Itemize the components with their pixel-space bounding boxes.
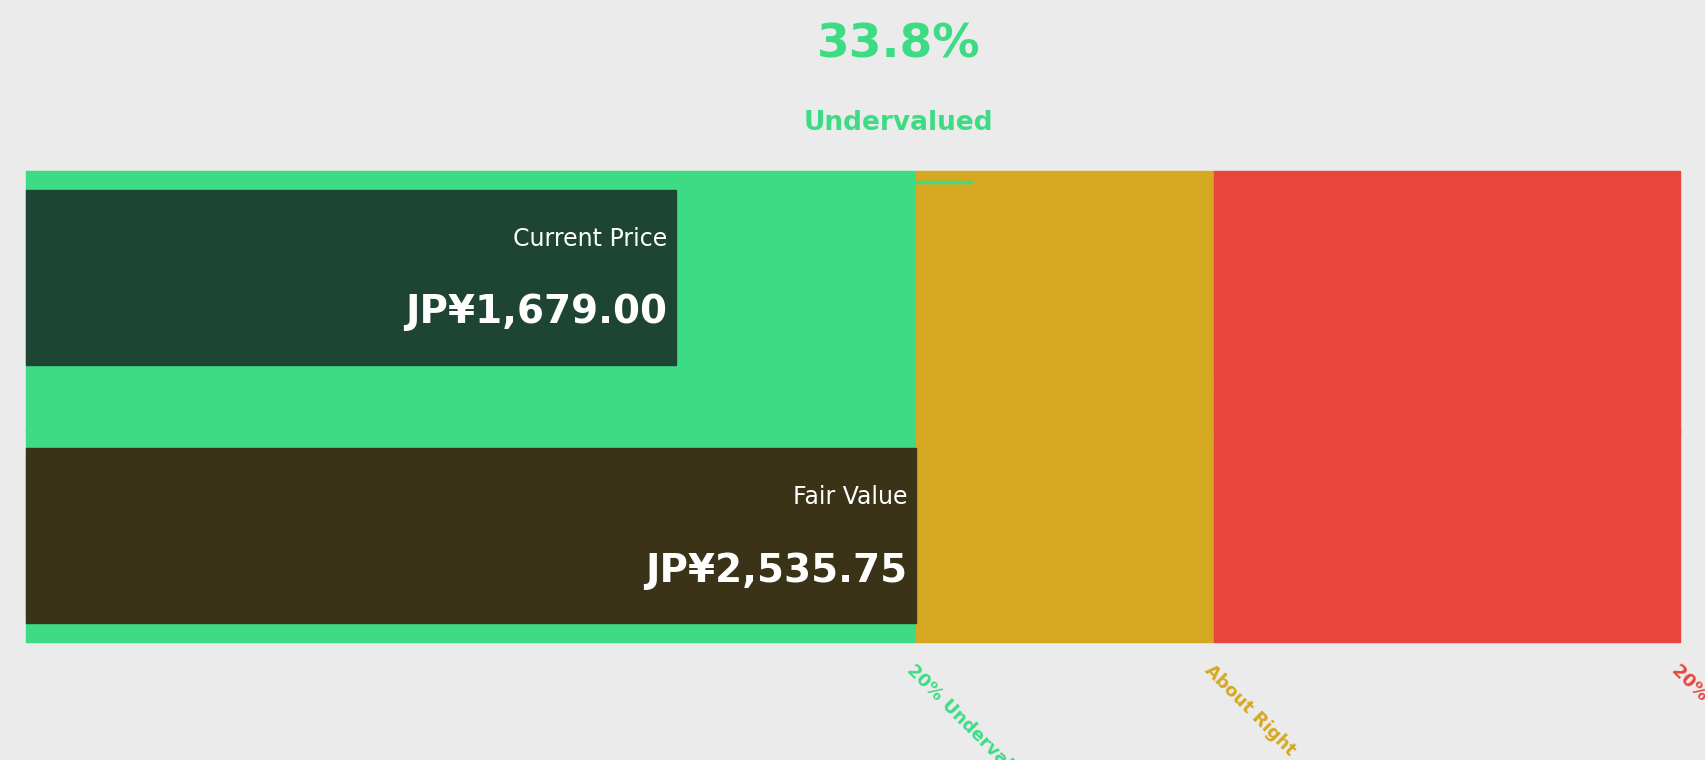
Bar [916,190,1212,365]
Bar [26,384,916,433]
Text: Undervalued: Undervalued [803,110,992,136]
Bar [26,429,916,448]
Text: JP¥2,535.75: JP¥2,535.75 [644,552,907,590]
Bar [26,365,916,384]
Bar [26,190,675,365]
Bar [26,623,916,642]
Text: 33.8%: 33.8% [817,23,980,68]
Bar [1212,448,1679,623]
Bar [26,190,916,365]
Bar [916,623,1212,642]
Text: 20% Overvalued: 20% Overvalued [1667,661,1705,760]
Bar [26,171,916,190]
Text: Current Price: Current Price [513,227,667,251]
Bar [916,384,1212,433]
Text: About Right: About Right [1200,661,1298,759]
Bar [26,448,916,623]
Bar [1212,384,1679,433]
Bar [1212,190,1679,365]
Bar [916,448,1212,623]
Bar [1212,365,1679,384]
Bar [916,171,1212,190]
Text: JP¥1,679.00: JP¥1,679.00 [406,293,667,331]
Bar [1212,429,1679,448]
Bar [1212,171,1679,190]
Text: Fair Value: Fair Value [793,486,907,509]
Bar [916,429,1212,448]
Bar [1212,623,1679,642]
Bar [26,448,916,623]
Bar [916,365,1212,384]
Text: 20% Undervalued: 20% Undervalued [902,661,1042,760]
